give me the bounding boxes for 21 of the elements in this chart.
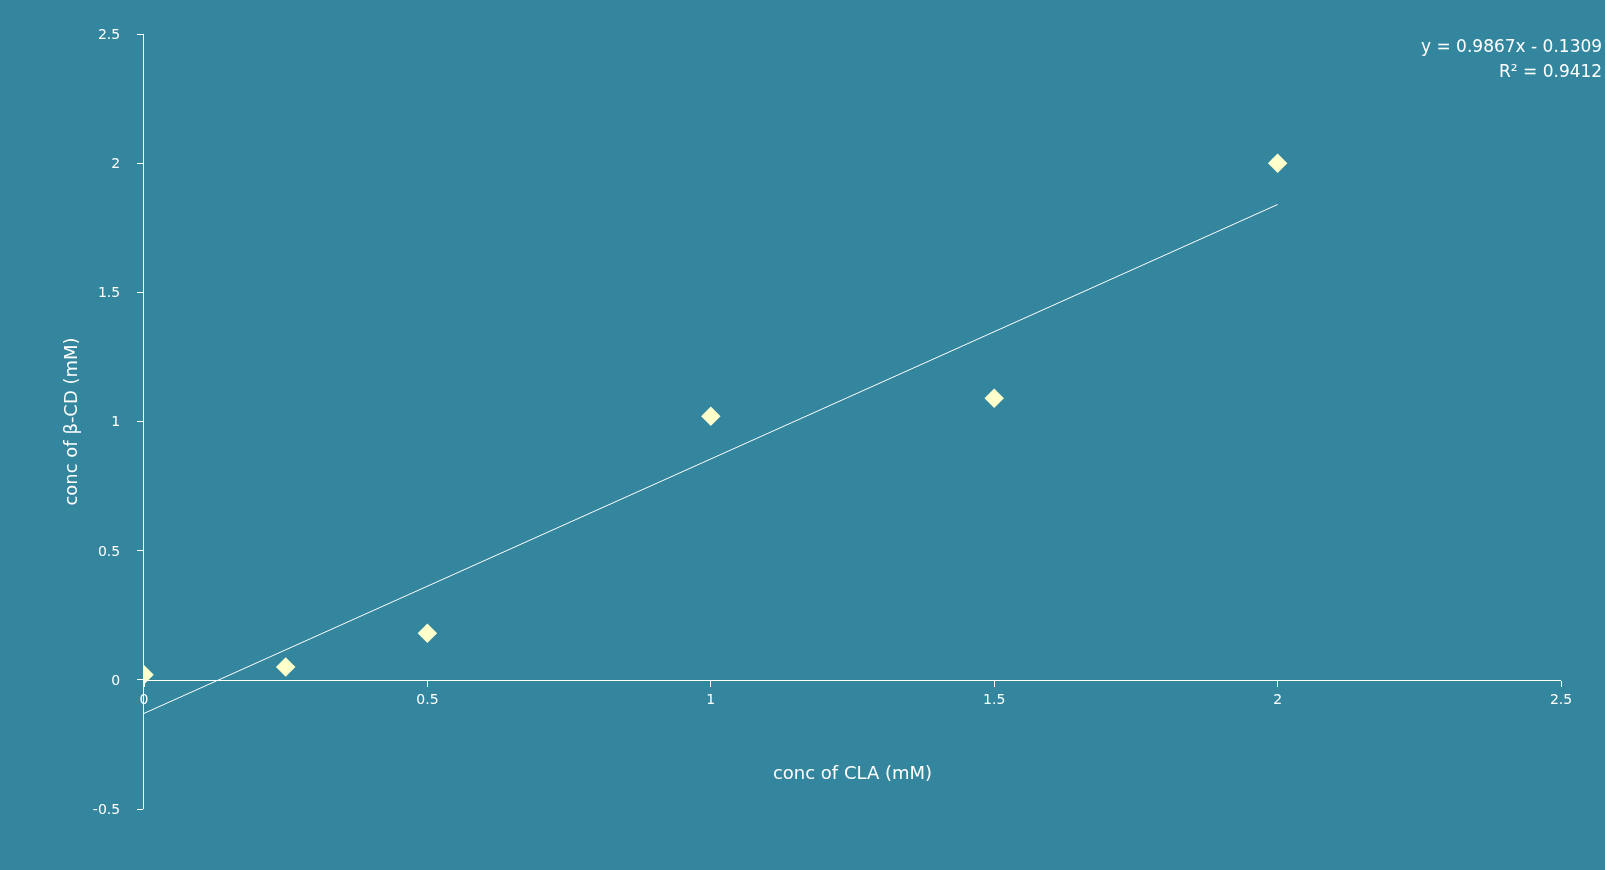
annotation: R² = 0.9412 — [1499, 61, 1603, 81]
y-tick-label: -0.5 — [92, 800, 121, 817]
y-tick-label: 1.5 — [97, 284, 121, 301]
point — [984, 388, 1004, 408]
x-tick-label: 1.5 — [983, 690, 1006, 707]
y-tick-label: 0.5 — [97, 542, 121, 559]
x-tick-label: 1 — [706, 690, 716, 707]
annotation: y = 0.9867x - 0.1309 — [1421, 36, 1603, 56]
point — [1267, 153, 1288, 173]
y-tick-label: 0 — [111, 671, 121, 688]
point — [701, 406, 721, 427]
x-axis-title: conc of CLA (mM) — [772, 761, 933, 783]
x-tick-label: 2 — [1273, 690, 1283, 707]
point — [417, 623, 438, 644]
point — [275, 657, 296, 677]
x-tick-label: 0.5 — [416, 690, 439, 707]
x-tick-label: 2.5 — [1549, 690, 1573, 707]
y-tick-label: 1 — [111, 413, 121, 430]
y-tick-label: 2.5 — [97, 25, 121, 42]
y-tick-label: 2 — [111, 155, 121, 172]
y-axis-title: conc of β-CD (mM) — [60, 337, 82, 506]
